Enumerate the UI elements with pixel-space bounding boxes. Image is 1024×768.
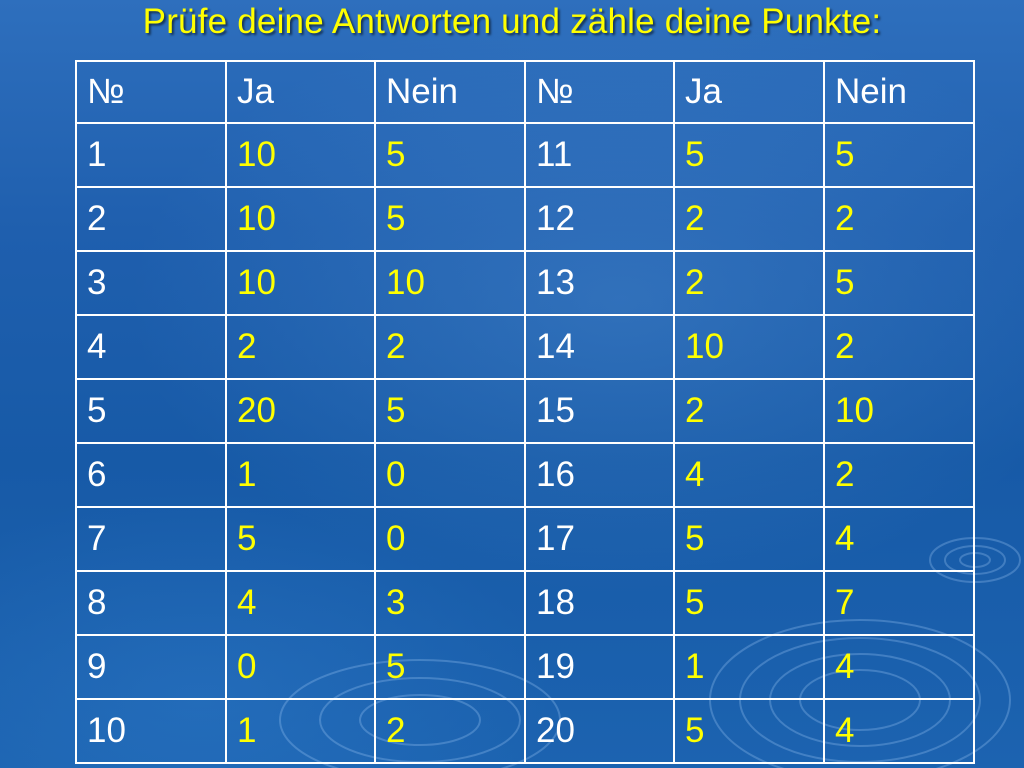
question-number-left: 8: [75, 570, 227, 636]
yes-points-left: 10: [225, 250, 376, 316]
question-number-right: 15: [524, 378, 675, 444]
question-number-right: 14: [524, 314, 675, 380]
table-row: 4 2 2 14 10 2: [75, 314, 975, 380]
table-row: 10 1 2 20 5 4: [75, 698, 975, 764]
yes-points-right: 5: [673, 122, 825, 188]
yes-points-right: 2: [673, 378, 825, 444]
no-points-left: 10: [374, 250, 526, 316]
table-row: 5 20 5 15 2 10: [75, 378, 975, 444]
no-points-right: 2: [823, 442, 975, 508]
yes-points-left: 10: [225, 186, 376, 252]
table-row: 3 10 10 13 2 5: [75, 250, 975, 316]
no-points-left: 2: [374, 314, 526, 380]
yes-points-right: 2: [673, 250, 825, 316]
yes-points-right: 1: [673, 634, 825, 700]
no-points-left: 2: [374, 698, 526, 764]
slide-title: Prüfe deine Antworten und zähle deine Pu…: [142, 2, 882, 41]
yes-points-left: 1: [225, 442, 376, 508]
no-points-left: 5: [374, 186, 526, 252]
question-number-left: 10: [75, 698, 227, 764]
yes-points-right: 5: [673, 570, 825, 636]
no-points-left: 0: [374, 442, 526, 508]
no-points-left: 5: [374, 378, 526, 444]
question-number-right: 16: [524, 442, 675, 508]
yes-points-left: 5: [225, 506, 376, 572]
yes-points-right: 5: [673, 698, 825, 764]
table-row: 9 0 5 19 1 4: [75, 634, 975, 700]
yes-points-left: 10: [225, 122, 376, 188]
no-points-right: 10: [823, 378, 975, 444]
yes-points-right: 10: [673, 314, 825, 380]
yes-points-right: 5: [673, 506, 825, 572]
yes-points-left: 2: [225, 314, 376, 380]
question-number-left: 4: [75, 314, 227, 380]
question-number-right: 13: [524, 250, 675, 316]
no-points-left: 5: [374, 634, 526, 700]
header-yes-left: Ja: [225, 60, 376, 124]
no-points-left: 0: [374, 506, 526, 572]
no-points-right: 5: [823, 250, 975, 316]
question-number-right: 19: [524, 634, 675, 700]
yes-points-left: 20: [225, 378, 376, 444]
yes-points-left: 1: [225, 698, 376, 764]
question-number-left: 2: [75, 186, 227, 252]
header-no-left: Nein: [374, 60, 526, 124]
question-number-left: 3: [75, 250, 227, 316]
table-row: 7 5 0 17 5 4: [75, 506, 975, 572]
table-header-row: № Ja Nein № Ja Nein: [75, 60, 975, 124]
question-number-left: 6: [75, 442, 227, 508]
no-points-right: 7: [823, 570, 975, 636]
no-points-right: 2: [823, 314, 975, 380]
table-row: 8 4 3 18 5 7: [75, 570, 975, 636]
yes-points-left: 4: [225, 570, 376, 636]
question-number-left: 5: [75, 378, 227, 444]
yes-points-right: 4: [673, 442, 825, 508]
no-points-right: 4: [823, 698, 975, 764]
table-row: 6 1 0 16 4 2: [75, 442, 975, 508]
no-points-right: 4: [823, 634, 975, 700]
header-number-right: №: [524, 60, 675, 124]
no-points-left: 3: [374, 570, 526, 636]
no-points-right: 4: [823, 506, 975, 572]
question-number-right: 18: [524, 570, 675, 636]
header-no-right: Nein: [823, 60, 975, 124]
answer-score-table: № Ja Nein № Ja Nein 1 10 5 11 5 5 2 10 5 12 2 2 3 10 1…: [75, 60, 975, 764]
header-yes-right: Ja: [673, 60, 825, 124]
header-number-left: №: [75, 60, 227, 124]
yes-points-left: 0: [225, 634, 376, 700]
question-number-right: 20: [524, 698, 675, 764]
no-points-left: 5: [374, 122, 526, 188]
question-number-right: 11: [524, 122, 675, 188]
table-body: 1 10 5 11 5 5 2 10 5 12 2 2 3 10 10 13 2 5 4 2 2 14 10 2 5 20 5 15 2…: [75, 122, 975, 764]
question-number-right: 17: [524, 506, 675, 572]
table-row: 1 10 5 11 5 5: [75, 122, 975, 188]
table-row: 2 10 5 12 2 2: [75, 186, 975, 252]
question-number-left: 7: [75, 506, 227, 572]
question-number-left: 9: [75, 634, 227, 700]
question-number-left: 1: [75, 122, 227, 188]
question-number-right: 12: [524, 186, 675, 252]
no-points-right: 2: [823, 186, 975, 252]
no-points-right: 5: [823, 122, 975, 188]
yes-points-right: 2: [673, 186, 825, 252]
